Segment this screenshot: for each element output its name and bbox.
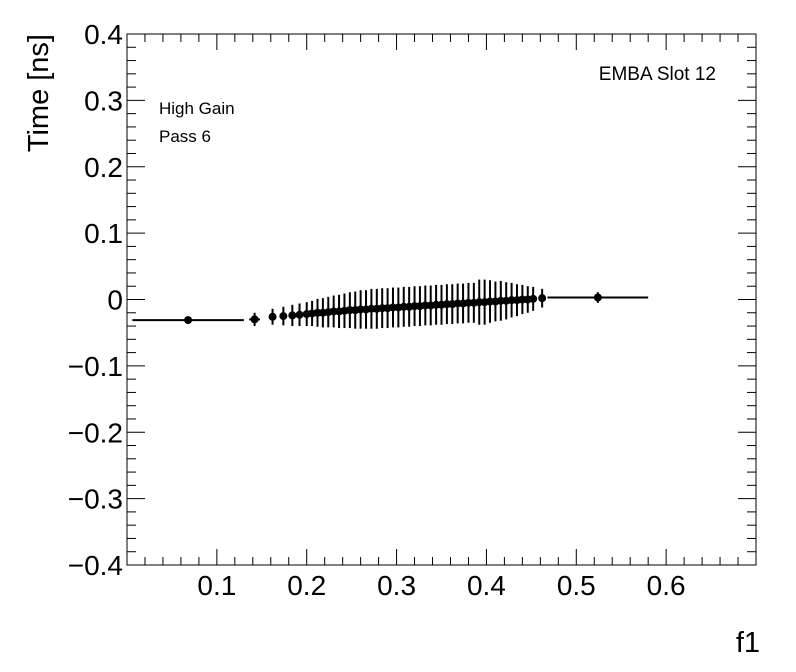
x-tick-labels: 0.1 0.2 0.3 0.4 0.5 0.6 (197, 570, 685, 601)
point-marker (593, 293, 602, 302)
point-marker (184, 316, 193, 325)
point-marker (538, 294, 547, 303)
y-tick-label: 0 (107, 285, 123, 316)
data-points (132, 279, 649, 329)
data-point (268, 308, 277, 325)
x-tick-label: 0.6 (647, 570, 686, 601)
y-tick-label: −0.4 (68, 550, 123, 581)
data-point (538, 288, 547, 308)
annotation-pass: Pass 6 (159, 127, 211, 146)
data-point (249, 312, 260, 327)
data-point (295, 303, 304, 327)
y-axis-title: Time [ns] (23, 34, 55, 152)
point-marker (279, 312, 288, 321)
point-marker (268, 312, 277, 321)
point-marker (529, 294, 538, 303)
annotation-gain: High Gain (159, 99, 235, 118)
y-tick-label: −0.3 (68, 484, 123, 515)
x-tick-label: 0.3 (377, 570, 416, 601)
point-marker (288, 311, 297, 320)
tick-marks (127, 33, 756, 566)
point-marker (250, 315, 259, 324)
y-tick-label: −0.1 (68, 351, 123, 382)
y-tick-labels: −0.4 −0.3 −0.2 −0.1 0 0.1 0.2 0.3 0.4 (68, 19, 123, 581)
data-point (288, 304, 297, 327)
x-tick-label: 0.1 (197, 570, 236, 601)
annotation-slot: EMBA Slot 12 (599, 64, 716, 85)
x-tick-label: 0.2 (287, 570, 326, 601)
x-tick-label: 0.5 (557, 570, 596, 601)
data-point (132, 316, 244, 325)
x-tick-label: 0.4 (467, 570, 506, 601)
data-point (279, 306, 288, 326)
y-tick-label: 0.4 (84, 19, 123, 50)
y-tick-label: 0.2 (84, 152, 123, 183)
y-tick-label: 0.3 (84, 85, 123, 116)
data-point (529, 286, 538, 311)
y-tick-label: −0.2 (68, 417, 123, 448)
point-marker (295, 310, 304, 319)
x-axis-title: f1 (736, 627, 760, 659)
data-point (547, 292, 649, 303)
y-tick-label: 0.1 (84, 218, 123, 249)
